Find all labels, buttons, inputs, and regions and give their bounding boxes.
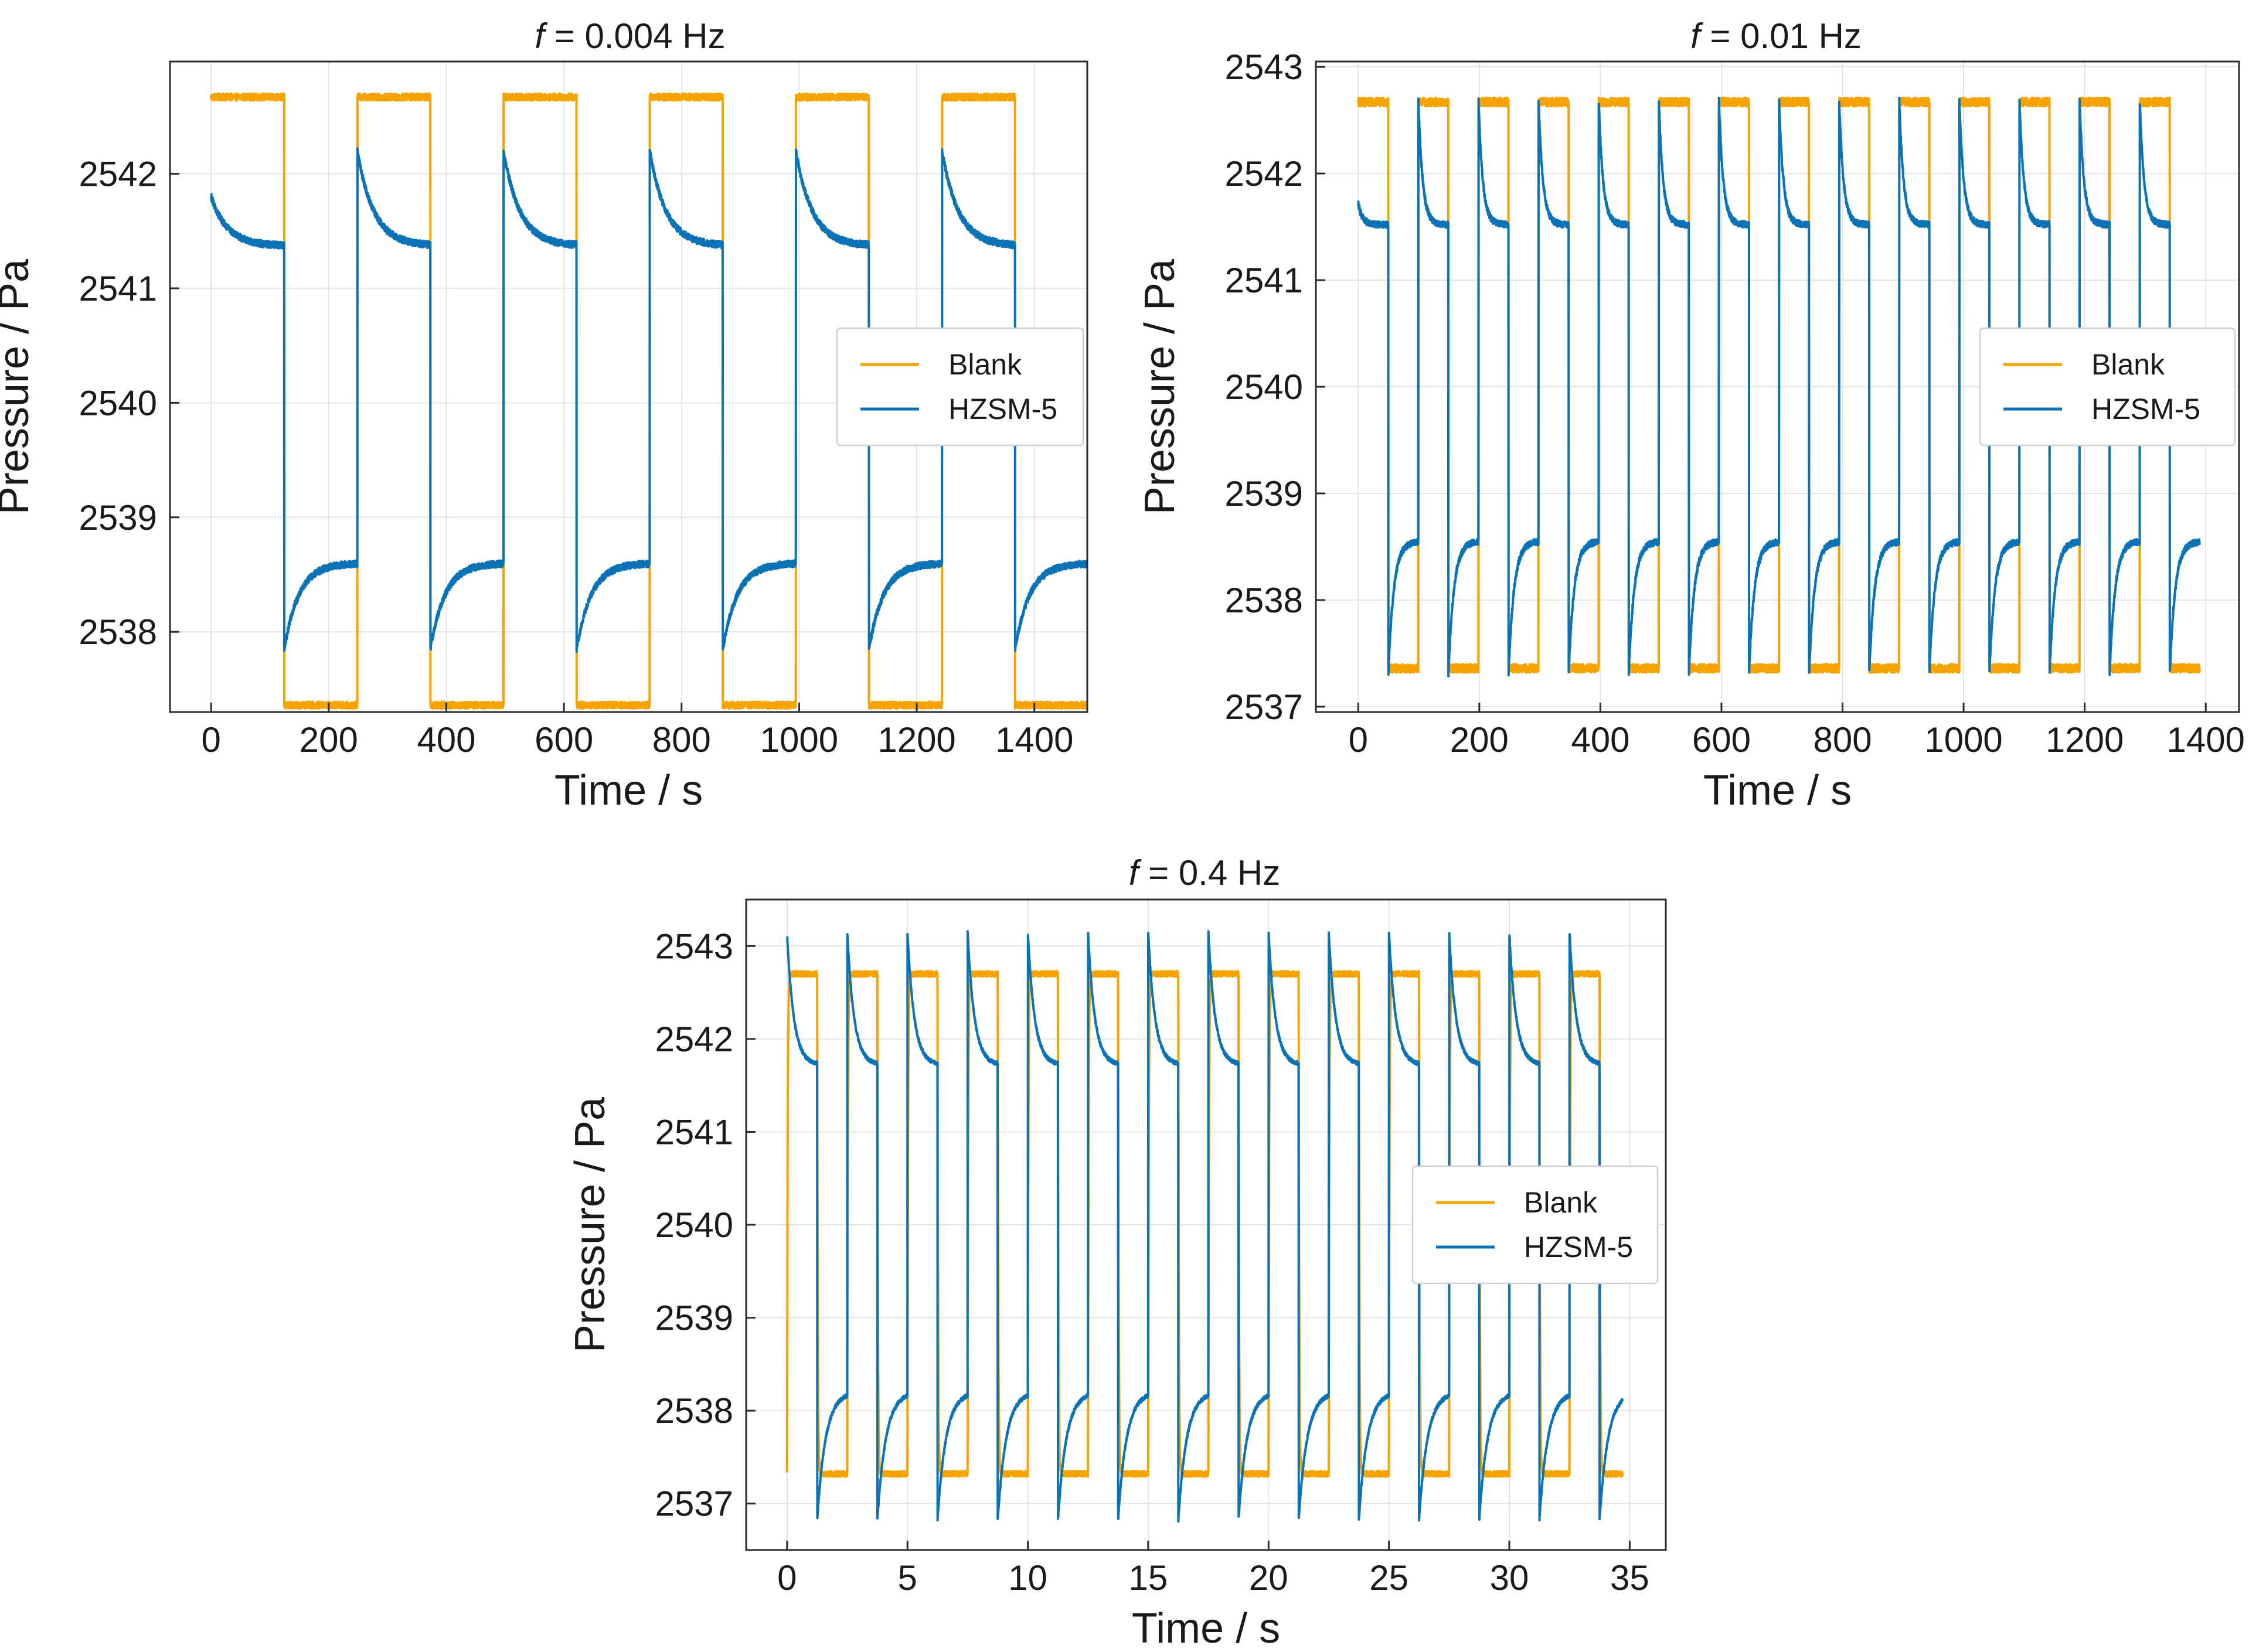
series-layer xyxy=(785,930,1624,1523)
x-tick-label: 200 xyxy=(1450,720,1509,759)
x-axis-label: Time / s xyxy=(554,767,703,814)
x-tick-label: 0 xyxy=(1349,720,1368,759)
legend-label-hzsm5: HZSM-5 xyxy=(1524,1231,1633,1263)
panel-title-italic: f xyxy=(1129,853,1142,893)
y-axis-label: Pressure / Pa xyxy=(1137,258,1183,515)
panel-title-rest: = 0.01 Hz xyxy=(1700,16,1862,56)
legend-box xyxy=(836,327,1084,447)
panel-title: f = 0.01 Hz xyxy=(1690,16,1862,56)
x-tick-label: 600 xyxy=(535,720,593,759)
y-tick-label: 2539 xyxy=(79,498,157,537)
y-tick-label: 2537 xyxy=(1225,687,1303,727)
legend-label-blank: Blank xyxy=(2091,348,2165,381)
x-axis-label: Time / s xyxy=(1703,767,1852,814)
x-tick-label: 1200 xyxy=(2046,720,2124,759)
y-tick-label: 2540 xyxy=(655,1205,733,1245)
x-tick-label: 5 xyxy=(898,1558,917,1597)
y-tick-label: 2542 xyxy=(655,1020,733,1059)
y-tick-label: 2539 xyxy=(1225,474,1303,513)
series-line-hzsm5 xyxy=(785,930,1624,1523)
y-tick-label: 2543 xyxy=(655,927,733,966)
legend: Blank HZSM-5 xyxy=(836,327,1084,447)
x-tick-label: 200 xyxy=(300,720,358,759)
series-line-hzsm5 xyxy=(1357,97,2201,678)
legend: Blank HZSM-5 xyxy=(1411,1165,1659,1285)
x-tick-label: 20 xyxy=(1249,1558,1288,1597)
y-tick-label: 2542 xyxy=(79,155,157,194)
legend-box xyxy=(1979,327,2236,447)
x-tick-label: 1400 xyxy=(995,720,1073,759)
x-axis-label: Time / s xyxy=(1132,1605,1280,1652)
x-tick-label: 35 xyxy=(1610,1558,1649,1597)
panel-title-italic: f xyxy=(1690,16,1703,56)
y-tick-label: 2539 xyxy=(655,1299,733,1338)
series-line-hzsm5 xyxy=(210,147,1087,653)
x-tick-label: 400 xyxy=(417,720,475,759)
legend: Blank HZSM-5 xyxy=(1979,327,2236,447)
x-tick-label: 1400 xyxy=(2166,720,2244,759)
series-line-blank xyxy=(1357,96,2201,674)
legend-label-blank: Blank xyxy=(948,348,1022,381)
x-tick-label: 25 xyxy=(1369,1558,1408,1597)
legend-label-hzsm5: HZSM-5 xyxy=(948,393,1057,425)
y-tick-label: 2542 xyxy=(1225,154,1303,193)
x-tick-label: 10 xyxy=(1008,1558,1047,1597)
x-tick-label: 30 xyxy=(1490,1558,1529,1597)
x-tick-label: 1000 xyxy=(1924,720,2002,759)
y-tick-label: 2538 xyxy=(655,1391,733,1430)
x-tick-label: 15 xyxy=(1129,1558,1168,1597)
x-tick-label: 1200 xyxy=(877,720,955,759)
legend-label-hzsm5: HZSM-5 xyxy=(2091,393,2200,425)
x-tick-label: 0 xyxy=(777,1558,797,1597)
y-tick-label: 2543 xyxy=(1225,47,1303,87)
x-tick-label: 800 xyxy=(1813,720,1872,759)
x-tick-label: 400 xyxy=(1571,720,1629,759)
y-tick-label: 2541 xyxy=(79,269,157,308)
y-tick-label: 2541 xyxy=(1225,261,1303,300)
panel-title: f = 0.004 Hz xyxy=(535,16,725,56)
y-tick-label: 2538 xyxy=(79,612,157,652)
panel-title-rest: = 0.004 Hz xyxy=(545,16,726,56)
series-layer xyxy=(210,92,1087,710)
x-tick-label: 600 xyxy=(1692,720,1751,759)
x-tick-label: 0 xyxy=(202,720,221,759)
panel-title: f = 0.4 Hz xyxy=(1129,853,1280,893)
panel-title-italic: f xyxy=(535,16,547,56)
panel-title-rest: = 0.4 Hz xyxy=(1138,853,1280,893)
chart-panel-04hz: f = 0.4 Hz 0 5 10 15 20 25 30 35 2537 2538 2539 254… xyxy=(567,853,1667,1652)
y-axis-label: Pressure / Pa xyxy=(0,258,38,515)
y-tick-label: 2540 xyxy=(79,383,157,423)
grid xyxy=(1316,62,2239,712)
axes: 0 5 10 15 20 25 30 35 2537 2538 2539 2540 2541 2542 25… xyxy=(655,927,1649,1597)
chart-panel-001hz: f = 0.01 Hz 0 200 400 600 800 1000 1200 1400 253… xyxy=(1137,16,2245,814)
axes: 0 200 400 600 800 1000 1200 1400 2538 2539 2540 254… xyxy=(79,155,1074,759)
legend-label-blank: Blank xyxy=(1524,1186,1598,1219)
x-tick-label: 800 xyxy=(652,720,711,759)
axes: 0 200 400 600 800 1000 1200 1400 2537 2538 2539 254… xyxy=(1225,47,2245,759)
series-line-blank xyxy=(210,92,1087,710)
y-tick-label: 2537 xyxy=(655,1484,733,1524)
y-axis-label: Pressure / Pa xyxy=(567,1096,614,1353)
y-tick-label: 2540 xyxy=(1225,367,1303,407)
series-layer xyxy=(1357,96,2201,678)
y-tick-label: 2538 xyxy=(1225,581,1303,620)
x-tick-label: 1000 xyxy=(760,720,838,759)
legend-box xyxy=(1411,1165,1659,1285)
plot-frame xyxy=(169,60,1088,713)
y-tick-label: 2541 xyxy=(655,1112,733,1152)
chart-panel-0004hz: f = 0.004 Hz 0 200 400 600 800 1000 1200 1400 25… xyxy=(0,16,1088,814)
